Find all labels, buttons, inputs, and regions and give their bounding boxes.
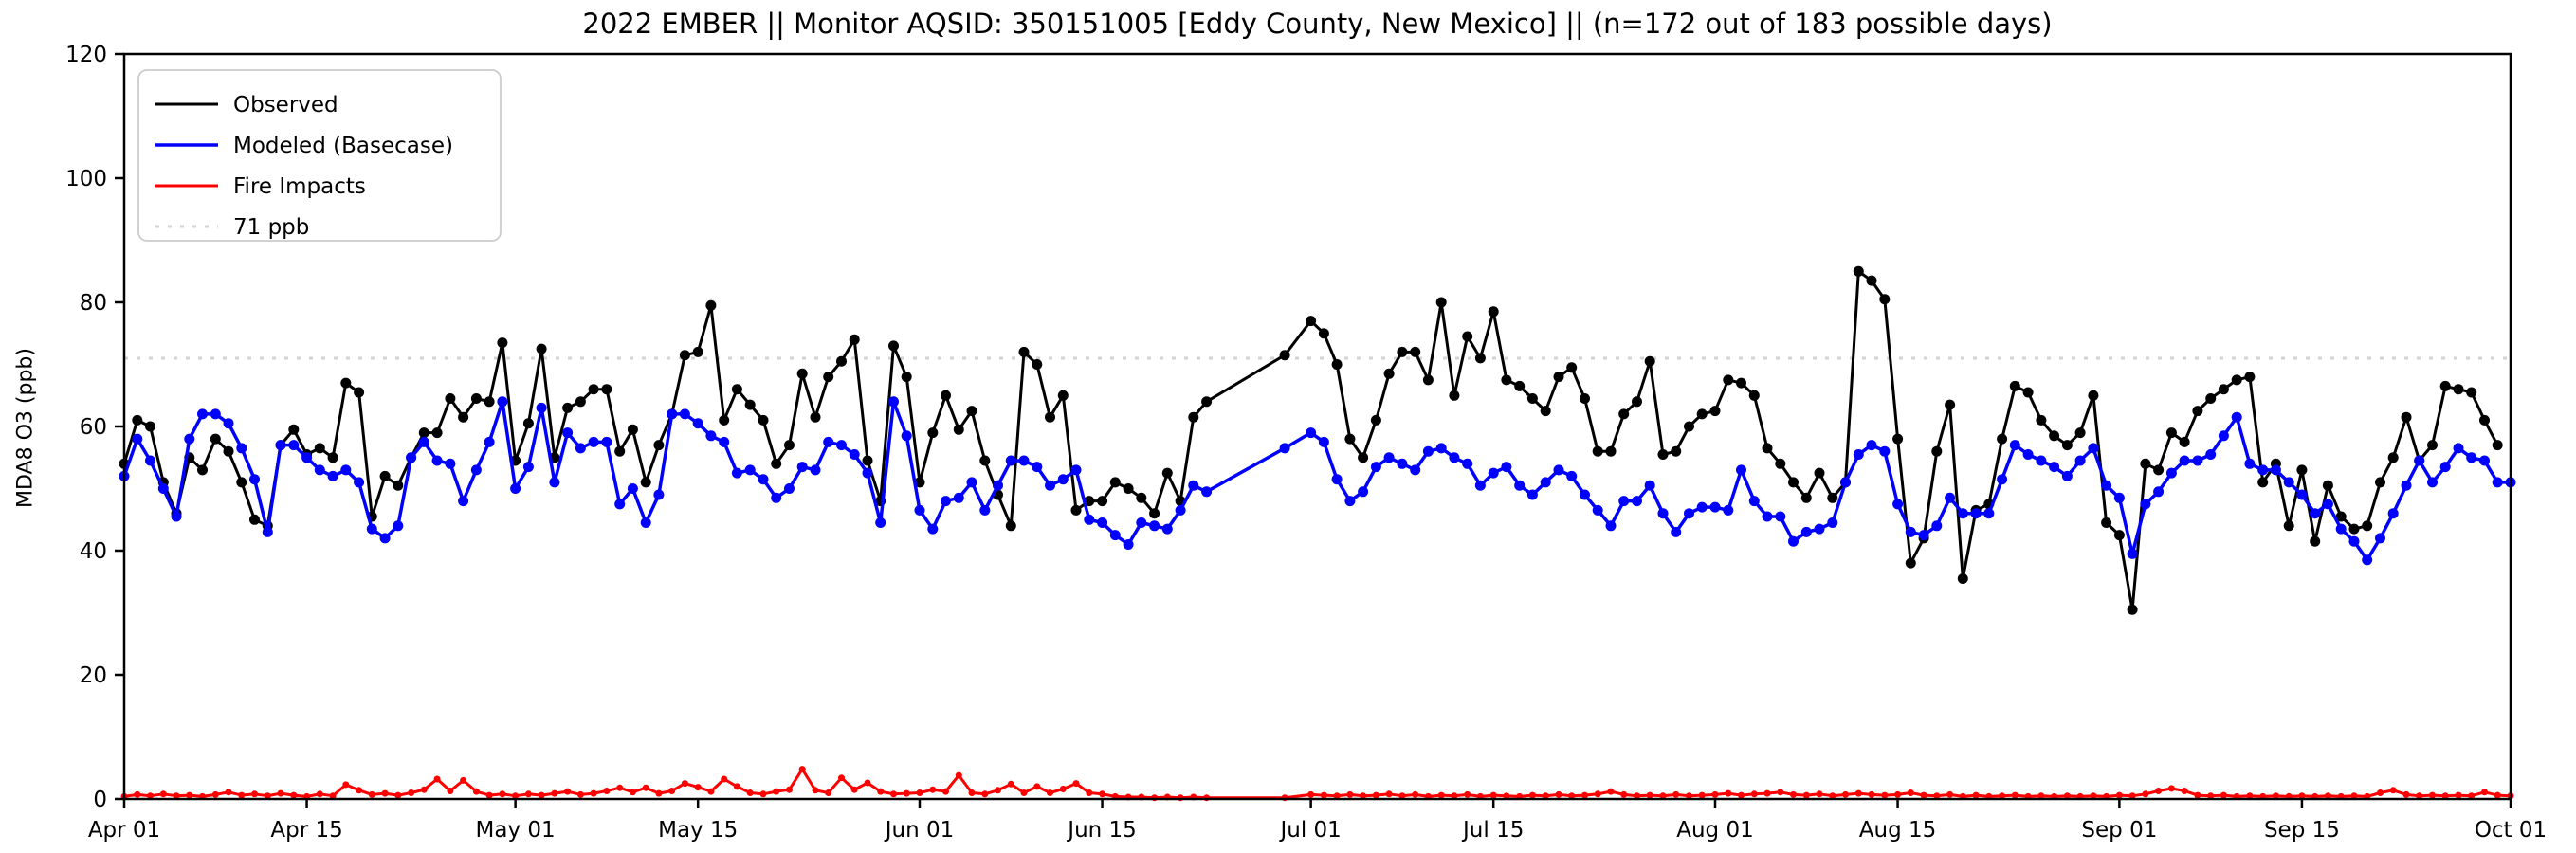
series-observed	[119, 265, 2503, 615]
x-tick-label: May 15	[658, 818, 738, 843]
x-tick-label: Sep 01	[2081, 818, 2157, 843]
x-tick-label: Jul 01	[1278, 818, 1341, 843]
y-tick-label: 20	[80, 663, 107, 688]
x-tick-label: Aug 15	[1859, 818, 1937, 843]
x-tick-label: Apr 01	[88, 818, 160, 843]
y-tick-label: 0	[93, 788, 107, 812]
x-tick-label: Apr 15	[270, 818, 342, 843]
x-tick-label: Aug 01	[1676, 818, 1754, 843]
x-tick-label: May 01	[476, 818, 556, 843]
y-tick-label: 40	[80, 539, 107, 564]
x-tick-label: Jun 15	[1066, 818, 1137, 843]
series-fire-impacts	[120, 766, 2514, 802]
series-modeled-basecase-	[119, 396, 2516, 566]
y-tick-label: 80	[80, 291, 107, 316]
x-tick-label: Jun 01	[884, 818, 955, 843]
y-tick-label: 60	[80, 415, 107, 440]
y-axis-ticks: 0 20 40 60 80 100 120	[65, 43, 124, 812]
legend-label: Modeled (Basecase)	[233, 134, 453, 158]
chart-title: 2022 EMBER || Monitor AQSID: 350151005 […	[582, 8, 2053, 40]
legend-label: 71 ppb	[233, 215, 309, 240]
legend-label: Fire Impacts	[233, 174, 366, 199]
x-tick-label: Oct 01	[2475, 818, 2547, 843]
y-tick-label: 120	[65, 43, 107, 67]
legend-label: Observed	[233, 93, 338, 118]
x-axis-ticks: Apr 01 Apr 15 May 01 May 15 Jun 01 Jun 1…	[88, 799, 2547, 843]
y-tick-label: 100	[65, 167, 107, 191]
x-tick-label: Jul 15	[1461, 818, 1524, 843]
x-tick-label: Sep 15	[2264, 818, 2340, 843]
legend: Observed Modeled (Basecase) Fire Impacts…	[137, 69, 502, 242]
